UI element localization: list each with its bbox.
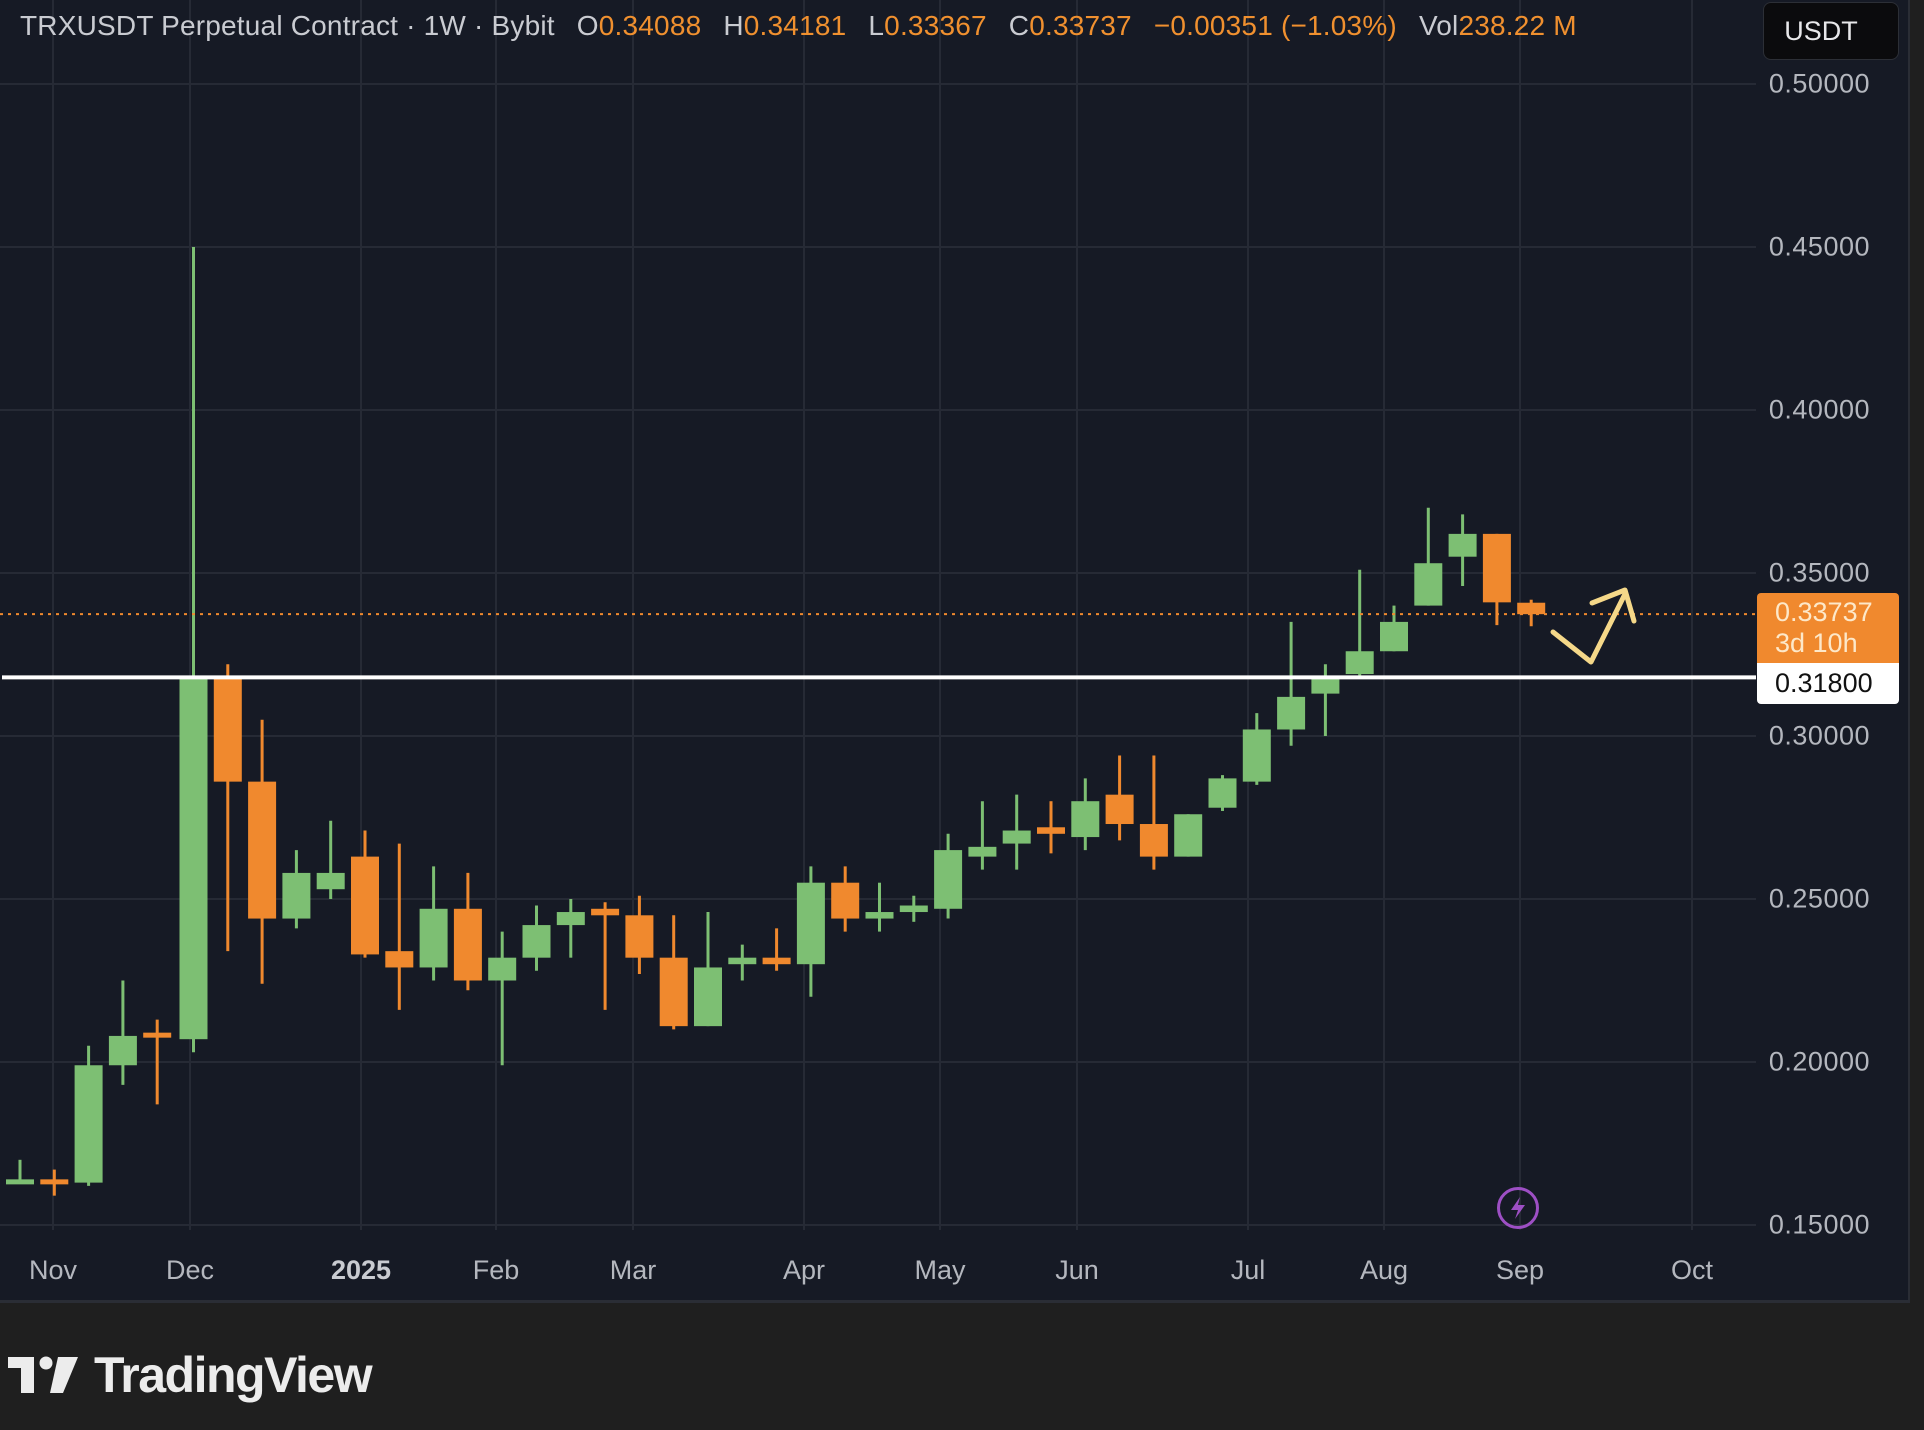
open-value: 0.34088	[598, 10, 702, 41]
up-arrow-drawing[interactable]	[1550, 591, 1628, 665]
candle[interactable]	[1037, 801, 1065, 854]
time-tick: Feb	[472, 1255, 520, 1285]
currency-button[interactable]: USDT	[1763, 2, 1899, 60]
high-label: H	[723, 10, 744, 41]
candle[interactable]	[556, 899, 585, 958]
candle[interactable]	[248, 719, 277, 984]
tradingview-logo-icon	[8, 1356, 78, 1393]
candle[interactable]	[899, 895, 928, 922]
candlestick-plot[interactable]	[0, 0, 1756, 1300]
low-label: L	[868, 10, 885, 41]
horizontal-level-tag: 0.31800	[1757, 663, 1899, 704]
candle[interactable]	[1345, 569, 1374, 678]
candle[interactable]	[316, 820, 345, 899]
candle[interactable]	[1448, 514, 1477, 587]
candle[interactable]	[762, 928, 791, 971]
time-tick: Sep	[1495, 1255, 1545, 1285]
candle[interactable]	[625, 895, 654, 974]
symbol-title: TRXUSDT Perpetual Contract · 1W · Bybit	[20, 10, 555, 41]
candle[interactable]	[179, 247, 208, 1053]
candle[interactable]	[728, 944, 757, 981]
last-price-value: 0.33737	[1775, 597, 1873, 627]
candle[interactable]	[1242, 713, 1271, 785]
candle[interactable]	[385, 843, 414, 1010]
price-tick: 0.30000	[1768, 720, 1870, 751]
candle[interactable]	[74, 1045, 103, 1186]
time-tick: Aug	[1359, 1255, 1409, 1285]
candle[interactable]	[108, 980, 137, 1085]
change-value: −0.00351 (−1.03%)	[1153, 10, 1397, 41]
candle[interactable]	[351, 830, 379, 958]
open-label: O	[576, 10, 599, 41]
candle[interactable]	[453, 872, 482, 991]
lightning-bolt-icon[interactable]	[1497, 1187, 1539, 1229]
time-tick: Jun	[1055, 1255, 1099, 1285]
price-tick: 0.40000	[1768, 394, 1870, 425]
candle[interactable]	[282, 850, 311, 929]
candle[interactable]	[1414, 507, 1443, 606]
price-tick: 0.25000	[1768, 883, 1870, 914]
candle[interactable]	[934, 833, 963, 919]
candle[interactable]	[1277, 621, 1306, 746]
high-value: 0.34181	[743, 10, 847, 41]
time-tick: Apr	[782, 1255, 826, 1285]
candle[interactable]	[1208, 775, 1237, 811]
candle[interactable]	[831, 866, 860, 932]
time-tick: May	[914, 1255, 966, 1285]
last-price-tag: 0.33737 3d 10h	[1757, 593, 1899, 663]
candle[interactable]	[143, 1019, 172, 1105]
candle[interactable]	[796, 866, 825, 997]
time-tick: Dec	[165, 1255, 215, 1285]
time-tick: 2025	[330, 1255, 392, 1285]
bar-countdown: 3d 10h	[1775, 628, 1858, 658]
time-tick: Nov	[28, 1255, 78, 1285]
candle[interactable]	[591, 902, 620, 1010]
candle[interactable]	[488, 931, 517, 1066]
volume-value: 238.22 M	[1458, 10, 1577, 41]
candle[interactable]	[1517, 599, 1546, 627]
candle[interactable]	[419, 866, 448, 981]
candle[interactable]	[694, 912, 722, 1027]
time-tick: Oct	[1670, 1255, 1714, 1285]
price-tick: 0.45000	[1768, 231, 1870, 262]
candle[interactable]	[522, 905, 551, 971]
candle[interactable]	[213, 664, 242, 952]
time-tick: Mar	[609, 1255, 657, 1285]
candle[interactable]	[1311, 664, 1340, 736]
time-tick: Jul	[1230, 1255, 1266, 1285]
close-label: C	[1008, 10, 1030, 41]
candle[interactable]	[40, 1169, 69, 1196]
candle[interactable]	[968, 801, 997, 870]
tradingview-logo[interactable]: TradingView	[8, 1346, 373, 1404]
candle[interactable]	[1482, 533, 1511, 626]
price-tick: 0.50000	[1768, 68, 1870, 99]
chart-panel[interactable]: TRXUSDT Perpetual Contract · 1W · Bybit …	[0, 0, 1910, 1303]
candle[interactable]	[1071, 778, 1100, 851]
ohlc-legend: TRXUSDT Perpetual Contract · 1W · Bybit …	[20, 10, 1577, 42]
candle[interactable]	[1105, 755, 1134, 841]
candle[interactable]	[659, 915, 688, 1030]
volume-label: Vol	[1418, 10, 1459, 41]
price-tick: 0.15000	[1768, 1209, 1870, 1240]
candle[interactable]	[1002, 794, 1031, 870]
candle[interactable]	[1139, 755, 1168, 870]
low-value: 0.33367	[884, 10, 987, 41]
candle[interactable]	[865, 882, 894, 932]
close-value: 0.33737	[1029, 10, 1132, 41]
candle[interactable]	[6, 1159, 34, 1185]
price-tick: 0.35000	[1768, 557, 1870, 588]
candle[interactable]	[1174, 814, 1203, 857]
price-tick: 0.20000	[1768, 1046, 1870, 1077]
brand-name: TradingView	[94, 1347, 373, 1403]
